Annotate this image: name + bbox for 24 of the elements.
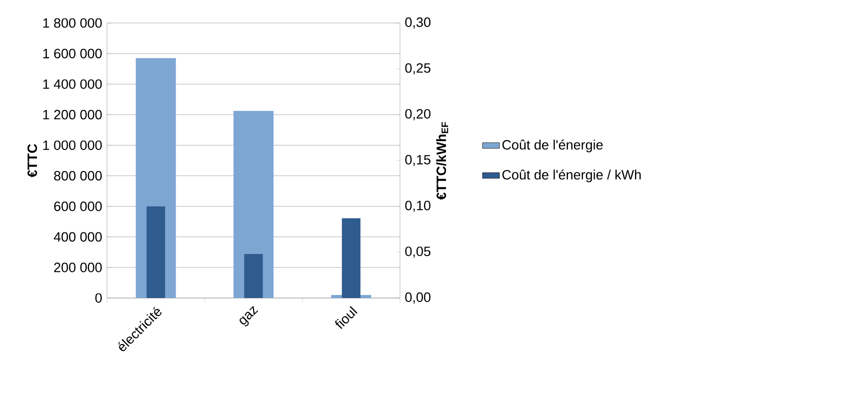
bar [244, 254, 263, 298]
y-tick-label: 200 000 [54, 262, 102, 272]
y-tick-label: 600 000 [54, 202, 102, 212]
y-tick-label: 400 000 [54, 232, 102, 242]
y-tick-label: 1 600 000 [43, 48, 102, 58]
bar [146, 206, 166, 298]
y2-tick-label: 0,00 [405, 292, 430, 304]
y-tick-label: 0 [95, 293, 102, 303]
y-tick-label: 1 200 000 [43, 110, 102, 120]
y-axis-title: €TTC [27, 144, 38, 178]
y2-tick-label: 0,10 [405, 200, 430, 212]
y2-axis-title: €TTC/kWh$_{EF}$ [436, 122, 448, 200]
y2-tick-label: 0,25 [405, 63, 430, 74]
y2-tick-label: 0,15 [405, 154, 430, 166]
y-tick-label: 1 000 000 [43, 140, 102, 150]
y-tick-label: 1 400 000 [43, 79, 102, 89]
y-tick-label: 1 800 000 [43, 18, 102, 28]
legend-label: Coût de l'énergie [502, 140, 603, 152]
y2-tick-label: 0,30 [405, 17, 430, 29]
y2-tick-label: 0,20 [405, 109, 430, 120]
x-tick-label: gaz [240, 306, 258, 326]
y-tick-label: 800 000 [54, 171, 102, 181]
y2-tick-label: 0,05 [405, 246, 430, 258]
legend-label: Coût de l'énergie / kWh [502, 169, 641, 182]
